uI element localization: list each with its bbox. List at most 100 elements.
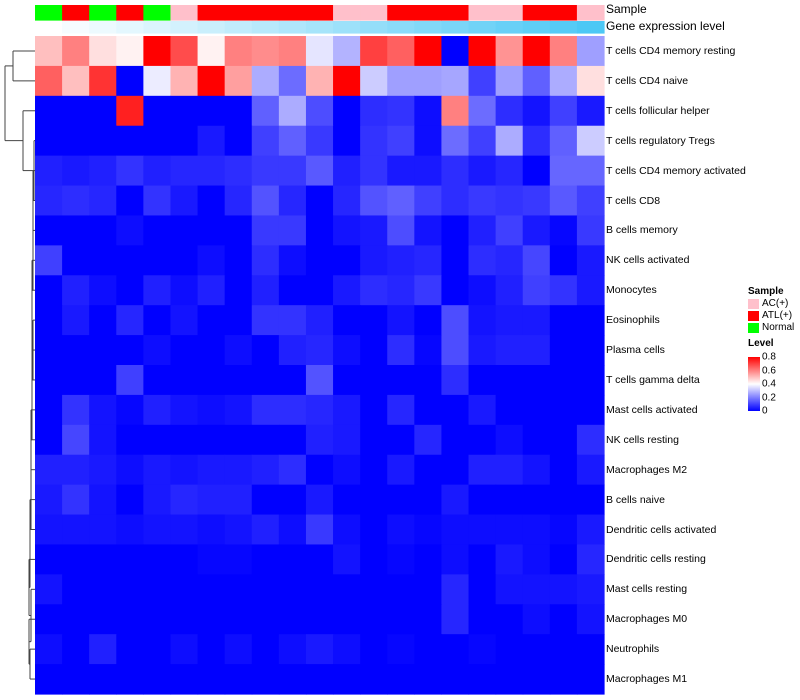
heatmap-cell	[89, 634, 117, 665]
heatmap-cell	[170, 634, 199, 665]
sample-annotation-cell	[35, 5, 63, 21]
legend-item-normal: Normal	[748, 322, 794, 334]
heatmap-cell	[360, 305, 388, 336]
heatmap-cell	[251, 484, 280, 516]
heatmap-cell	[251, 245, 280, 276]
heatmap-cell	[89, 335, 117, 366]
heatmap-cell	[62, 514, 90, 546]
heatmap-cell	[495, 95, 524, 127]
row-label: Dendritic cells activated	[606, 523, 717, 536]
heatmap-cell	[143, 95, 172, 127]
heatmap-cell	[333, 275, 361, 306]
heatmap-cell	[116, 634, 144, 665]
sample-annotation-cell	[549, 5, 578, 21]
heatmap-cell	[360, 185, 388, 217]
heatmap-cell	[278, 664, 307, 695]
heatmap-cell	[224, 95, 253, 127]
heatmap-cell	[89, 185, 117, 217]
sample-annotation-cell	[278, 5, 307, 21]
heatmap-cell	[549, 634, 578, 665]
heatmap-cell	[441, 185, 470, 217]
heatmap-cell	[251, 634, 280, 665]
heatmap-cell	[197, 454, 226, 486]
heatmap-cell	[35, 215, 63, 246]
heatmap-cell	[549, 604, 578, 635]
heatmap-cell	[170, 245, 199, 276]
heatmap-cell	[143, 484, 172, 516]
heatmap-cell	[468, 215, 497, 246]
heatmap-cell	[278, 634, 307, 665]
legend: Sample AC(+) ATL(+) Normal Level 0.8 0.6…	[748, 286, 794, 417]
heatmap-cell	[224, 394, 253, 426]
heatmap-cell	[143, 335, 172, 366]
heatmap-cell	[360, 604, 388, 635]
gene-expression-annotation-cell	[441, 21, 470, 34]
heatmap-cell	[305, 125, 334, 157]
heatmap-cell	[170, 65, 199, 97]
heatmap-cell	[522, 604, 551, 635]
sample-annotation-cell	[170, 5, 199, 21]
heatmap-cell	[576, 215, 605, 246]
heatmap-cell	[414, 365, 443, 396]
heatmap-cell	[251, 125, 280, 157]
row-label: T cells CD4 memory activated	[606, 164, 746, 177]
heatmap-cell	[251, 544, 280, 575]
heatmap-cell	[116, 65, 144, 97]
heatmap-cell	[305, 394, 334, 426]
heatmap-cell	[62, 36, 90, 67]
heatmap-cell	[387, 36, 415, 67]
heatmap-cell	[333, 514, 361, 546]
heatmap-cell	[170, 664, 199, 695]
heatmap-cell	[549, 664, 578, 695]
heatmap-cell	[576, 185, 605, 217]
heatmap-cell	[305, 185, 334, 217]
heatmap-cell	[576, 95, 605, 127]
heatmap-cell	[170, 275, 199, 306]
heatmap-cell	[414, 335, 443, 366]
heatmap-cell	[387, 484, 415, 516]
gene-expression-annotation-cell	[197, 21, 226, 34]
heatmap-cell	[278, 65, 307, 97]
heatmap-cell	[333, 394, 361, 426]
heatmap-cell	[35, 544, 63, 575]
heatmap-cell	[576, 305, 605, 336]
heatmap-cell	[441, 664, 470, 695]
heatmap-cell	[224, 65, 253, 97]
heatmap-cell	[414, 185, 443, 217]
heatmap-cell	[89, 155, 117, 187]
heatmap-cell	[116, 664, 144, 695]
heatmap-cell	[143, 36, 172, 67]
heatmap-cell	[441, 275, 470, 306]
heatmap-cell	[170, 215, 199, 246]
heatmap-cell	[576, 514, 605, 546]
heatmap-cell	[522, 634, 551, 665]
heatmap-cell	[143, 634, 172, 665]
heatmap-cell	[468, 634, 497, 665]
sample-annotation-label: Sample	[606, 2, 647, 16]
heatmap-cell	[522, 664, 551, 695]
heatmap-cell	[576, 245, 605, 276]
heatmap-cell	[468, 36, 497, 67]
sample-annotation-cell	[387, 5, 415, 21]
heatmap-cell	[333, 305, 361, 336]
heatmap-cell	[305, 514, 334, 546]
heatmap-cell	[170, 484, 199, 516]
heatmap-cell	[197, 664, 226, 695]
heatmap-cell	[468, 664, 497, 695]
legend-item-ac: AC(+)	[748, 298, 794, 310]
heatmap-cell	[549, 305, 578, 336]
level-colorbar: 0.8 0.6 0.4 0.2 0	[748, 352, 776, 417]
heatmap-cell	[224, 664, 253, 695]
heatmap-cell	[116, 604, 144, 635]
heatmap-cell	[468, 305, 497, 336]
heatmap-cell	[468, 125, 497, 157]
heatmap-cell	[170, 544, 199, 575]
heatmap-cell	[576, 604, 605, 635]
heatmap-cell	[278, 335, 307, 366]
heatmap-cell	[387, 365, 415, 396]
heatmap-cell	[224, 155, 253, 187]
heatmap-cell	[414, 65, 443, 97]
heatmap-cell	[414, 245, 443, 276]
heatmap-cell	[387, 65, 415, 97]
